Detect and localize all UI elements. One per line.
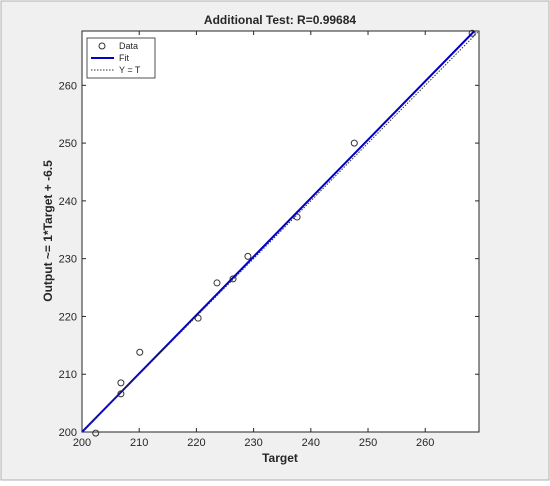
series-line — [81, 30, 476, 433]
x-axis-label: Target — [262, 451, 298, 465]
x-tick-label: 220 — [187, 437, 205, 449]
legend-label: Data — [119, 41, 138, 51]
data-point — [117, 379, 125, 387]
y-tick-label: 200 — [59, 427, 77, 439]
y-tick-label: 250 — [59, 138, 77, 150]
y-tick-label: 220 — [59, 311, 77, 323]
y-tick-label: 210 — [59, 369, 77, 381]
data-point — [350, 139, 358, 147]
x-tick-label: 210 — [130, 437, 148, 449]
chart-title: Additional Test: R=0.99684 — [204, 13, 356, 27]
x-tick-label: 200 — [73, 437, 91, 449]
series-line — [81, 30, 480, 433]
legend-marker — [98, 42, 106, 50]
legend-label: Fit — [119, 53, 129, 63]
y-tick-label: 260 — [59, 80, 77, 92]
data-point — [468, 29, 476, 37]
data-point — [136, 348, 144, 356]
data-point — [213, 279, 221, 287]
data-point — [244, 252, 252, 260]
legend-label: Y = T — [119, 65, 141, 75]
y-tick-label: 240 — [59, 196, 77, 208]
x-tick-label: 260 — [416, 437, 434, 449]
y-tick-label: 230 — [59, 254, 77, 266]
y-axis-label: Output ~= 1*Target + -6.5 — [41, 160, 55, 302]
x-tick-label: 230 — [244, 437, 262, 449]
x-tick-label: 240 — [302, 437, 320, 449]
x-tick-label: 250 — [359, 437, 377, 449]
data-point — [92, 429, 100, 437]
data-point — [229, 275, 237, 283]
